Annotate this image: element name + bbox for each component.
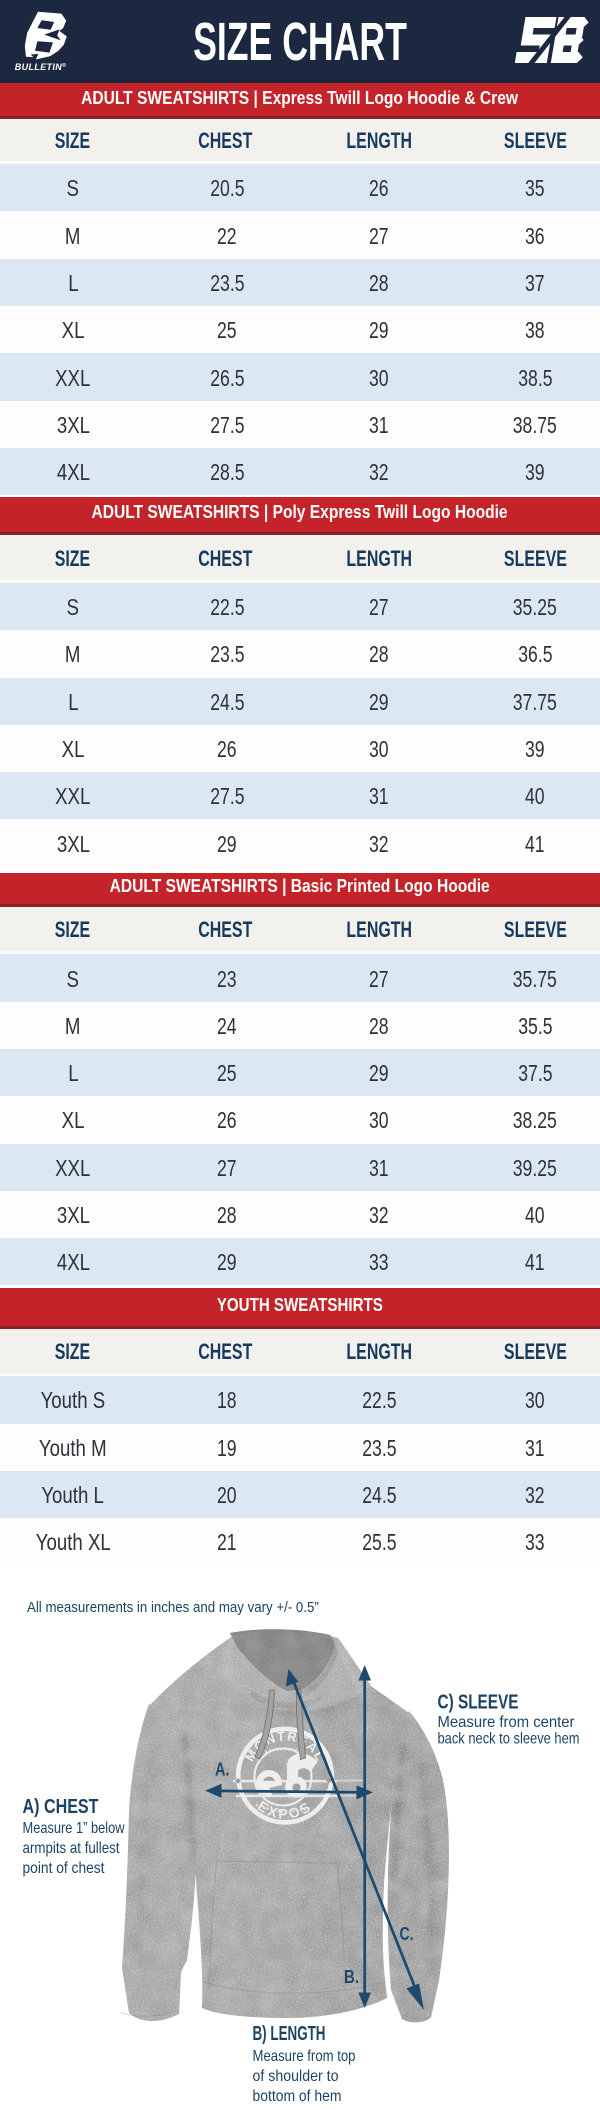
svg-text:point of chest: point of chest	[23, 1860, 105, 1877]
svg-text:A.: A.	[215, 1760, 230, 1780]
svg-text:Measure from center: Measure from center	[438, 1714, 576, 1731]
svg-text:A) CHEST: A) CHEST	[23, 1796, 99, 1818]
svg-text:B.: B.	[344, 1967, 359, 1987]
svg-text:bottom of hem: bottom of hem	[253, 2088, 342, 2105]
svg-text:BULLETIN®: BULLETIN®	[15, 62, 67, 72]
svg-text:armpits at fullest: armpits at fullest	[23, 1840, 120, 1857]
svg-text:back neck to sleeve hem: back neck to sleeve hem	[438, 1731, 580, 1748]
svg-text:C) SLEEVE: C) SLEEVE	[438, 1692, 519, 1714]
svg-text:of shoulder to: of shoulder to	[253, 2068, 339, 2085]
svg-text:Measure from top: Measure from top	[253, 2048, 356, 2065]
svg-text:B) LENGTH: B) LENGTH	[253, 2023, 326, 2045]
svg-text:Measure 1” below: Measure 1” below	[23, 1820, 125, 1837]
svg-text:C.: C.	[400, 1924, 414, 1944]
